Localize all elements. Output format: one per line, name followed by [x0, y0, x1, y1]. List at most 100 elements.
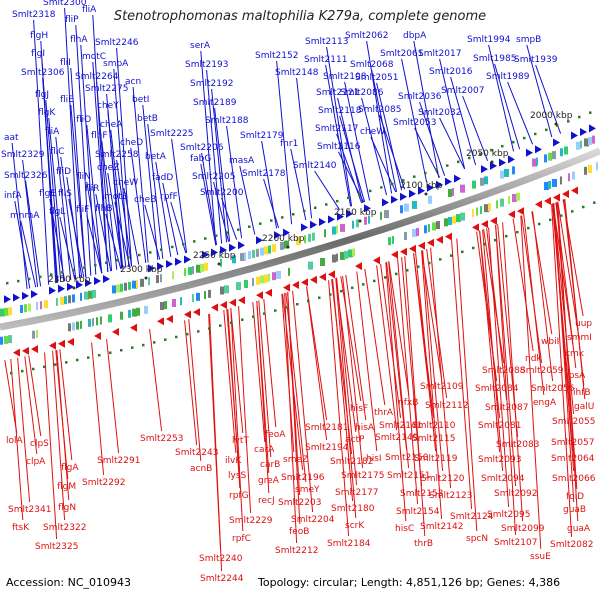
gene-connector	[214, 107, 231, 242]
cog-stripe-reverse	[100, 316, 102, 325]
gene-connector	[132, 86, 149, 263]
reverse-gene-label: Smlt2184	[327, 539, 371, 549]
forward-gene-label: Smlt2116	[317, 142, 361, 152]
scale-dot	[589, 111, 592, 114]
scale-dot	[402, 179, 405, 182]
reverse-gene-label: Smlt2120	[421, 474, 465, 484]
cog-stripe-forward	[404, 203, 409, 212]
forward-gene-label: rpfF	[160, 192, 178, 202]
scale-dot	[494, 238, 497, 242]
cog-stripe-forward	[548, 152, 552, 161]
gene-connector	[22, 159, 39, 287]
reverse-gene-label: greA	[258, 476, 280, 486]
cog-stripe-reverse	[596, 162, 598, 171]
cog-stripe-forward	[564, 146, 568, 155]
scale-dot	[468, 156, 471, 160]
cog-stripe-forward	[544, 154, 547, 163]
cog-stripe-reverse	[404, 231, 407, 240]
gene-connector	[523, 214, 545, 396]
gene-connector	[462, 95, 489, 161]
forward-gene-arrow	[364, 204, 371, 213]
reverse-gene-arrow	[553, 193, 560, 202]
cog-stripe-forward	[188, 266, 192, 275]
cog-stripe-forward	[112, 285, 116, 294]
cog-stripe-reverse	[136, 307, 140, 316]
scale-dot	[490, 148, 493, 152]
reverse-gene-arrow	[544, 196, 551, 205]
forward-gene-label: fliR	[85, 184, 99, 194]
cog-stripe-forward	[532, 158, 537, 167]
cog-stripe-forward	[128, 281, 131, 290]
scale-dot	[406, 269, 409, 272]
forward-gene-label: Smlt2206	[180, 143, 224, 153]
cog-stripe-forward	[592, 135, 595, 144]
cog-stripe-forward	[412, 200, 417, 209]
forward-gene-arrow	[319, 218, 326, 227]
scale-dot	[274, 309, 277, 312]
forward-gene-label: cheY	[97, 101, 119, 111]
reverse-gene-arrow	[292, 281, 299, 290]
reverse-gene-label: Smlt2092	[494, 489, 537, 499]
gene-connector	[388, 261, 410, 396]
cog-stripe-forward	[84, 291, 89, 300]
scale-dot	[153, 341, 156, 344]
cog-stripe-reverse	[128, 309, 131, 318]
gene-connector	[335, 277, 357, 519]
reverse-gene-label: Smlt2322	[43, 523, 86, 533]
forward-gene-label: Smlt2051	[355, 73, 398, 83]
forward-gene-arrow	[103, 274, 110, 283]
forward-gene-label: Smlt2193	[185, 60, 228, 70]
reverse-gene-label: Smlt2151	[387, 471, 430, 481]
reverse-gene-arrow	[328, 270, 335, 279]
reverse-gene-label: Smlt2203	[278, 498, 321, 508]
reverse-gene-label: feoA	[265, 430, 286, 440]
reverse-gene-arrow	[166, 314, 173, 323]
scale-dot	[512, 140, 515, 144]
gene-connector	[75, 24, 92, 276]
scale-dot	[439, 258, 442, 261]
tick-label: 2200 kbp	[262, 234, 305, 244]
gene-connector	[91, 342, 105, 476]
gene-connector	[24, 356, 38, 455]
gene-connector	[380, 263, 402, 419]
forward-gene-label: aat	[4, 133, 19, 143]
cog-stripe-reverse	[36, 329, 38, 338]
gene-connector	[107, 110, 124, 269]
cog-stripe-reverse	[352, 248, 355, 257]
cog-stripe-reverse	[196, 292, 200, 301]
forward-gene-label: acn	[125, 77, 141, 87]
gene-connector	[456, 238, 478, 532]
cog-stripe-forward	[172, 271, 174, 280]
cog-stripe-reverse	[548, 180, 551, 189]
scale-dot	[318, 296, 321, 300]
reverse-gene-arrow	[229, 298, 236, 307]
cog-stripe-reverse	[272, 272, 276, 281]
gene-connector	[495, 224, 517, 487]
cog-stripe-reverse	[164, 301, 167, 310]
forward-gene-arrow	[481, 165, 488, 174]
reverse-gene-label: ssuE	[530, 552, 551, 562]
scale-dot	[351, 286, 354, 290]
cog-stripe-reverse	[460, 212, 465, 221]
reverse-gene-arrow	[67, 337, 74, 346]
cog-stripe-reverse	[560, 176, 562, 185]
scale-dot	[483, 242, 486, 246]
forward-gene-arrow	[337, 212, 344, 221]
cog-stripe-reverse	[480, 206, 482, 215]
reverse-gene-arrow	[193, 308, 200, 317]
gene-connector	[379, 114, 406, 190]
gene-connector	[86, 124, 103, 274]
gene-connector	[147, 123, 164, 259]
cog-stripe-reverse	[244, 280, 248, 289]
scale-dot	[391, 182, 394, 186]
forward-gene-arrow	[4, 295, 11, 304]
cog-stripe-reverse	[172, 298, 176, 307]
scale-dot	[43, 365, 46, 369]
cog-stripe-forward	[560, 148, 563, 157]
cog-stripe-reverse	[192, 294, 194, 303]
gene-connector	[55, 136, 72, 281]
cog-stripe-reverse	[416, 227, 419, 236]
forward-gene-label: Smlt2200	[200, 188, 244, 198]
reverse-gene-label: guaB	[563, 505, 586, 515]
cog-stripe-reverse	[252, 278, 254, 287]
